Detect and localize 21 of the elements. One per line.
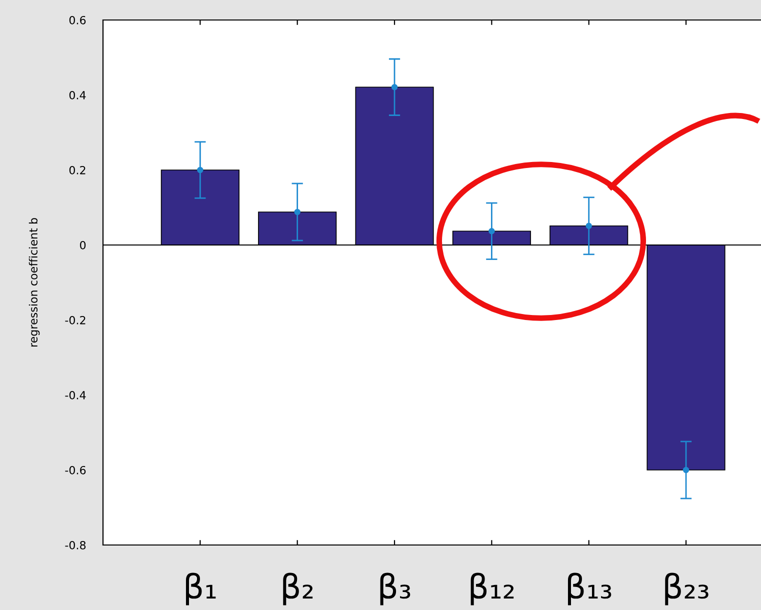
point xyxy=(586,222,592,229)
x-tick-label: β₁₃ xyxy=(568,572,612,606)
y-tick-label: -0.2 xyxy=(65,316,86,324)
y-tick-label: -0.4 xyxy=(65,390,86,400)
x-tick-label: β₁ xyxy=(186,572,216,606)
x-tick-label: β₂ xyxy=(283,572,313,606)
point xyxy=(294,208,300,216)
y-axis-title: regression coefficient b xyxy=(28,218,40,347)
y-tick-label: 0.4 xyxy=(69,90,86,100)
point xyxy=(197,166,204,174)
point xyxy=(391,84,398,90)
y-tick-label: -0.6 xyxy=(65,466,86,474)
y-tick-label: 0.2 xyxy=(69,166,86,174)
x-tick-label: β₁₂ xyxy=(470,572,514,606)
x-tick-label: β₂₃ xyxy=(665,572,708,606)
point xyxy=(682,466,690,474)
y-tick-label: 0 xyxy=(80,240,86,250)
y-tick-label: -0.8 xyxy=(65,540,86,550)
x-tick-label: β₃ xyxy=(380,572,410,606)
point xyxy=(488,228,495,234)
y-tick-label: 0.6 xyxy=(69,16,86,24)
